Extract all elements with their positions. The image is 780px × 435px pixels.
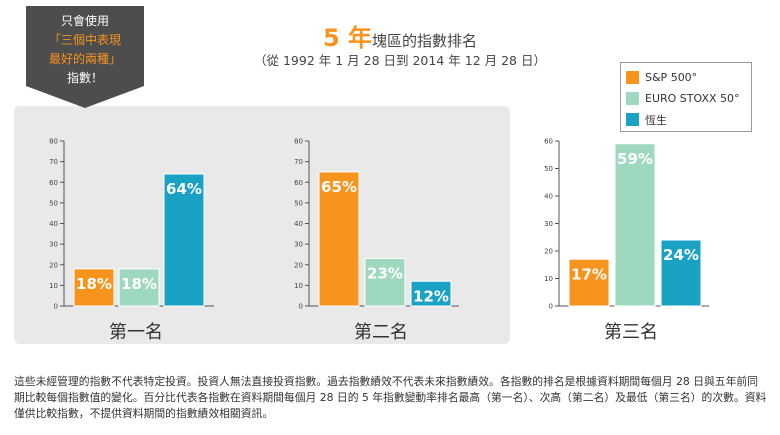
legend-swatch-hangseng [626,113,639,126]
y-tick-label: 80 [49,138,58,146]
title-text: 塊區的指數排名 [372,32,478,50]
y-tick-label: 20 [544,248,553,256]
title-number: 5 年 [322,24,373,52]
callout-line-4: 指數！ [66,71,103,85]
rank-title: 第一名 [109,322,163,343]
y-tick-label: 40 [294,220,303,228]
y-tick-label: 60 [294,179,303,187]
legend-item-hangseng: 恆生 [626,109,746,130]
y-tick-label: 0 [54,303,58,311]
rank-title: 第二名 [354,322,408,343]
bar-sp500 [73,268,115,307]
y-tick-label: 10 [544,275,553,283]
bar-hangseng [410,280,452,307]
y-tick-label: 60 [49,179,58,187]
y-tick-label: 30 [544,220,553,228]
bar-eurostoxx [118,268,160,307]
legend-swatch-eurostoxx [626,92,639,105]
y-tick-label: 40 [544,193,553,201]
y-tick-label: 40 [49,220,58,228]
bar-eurostoxx [364,258,406,307]
bar-eurostoxx [614,143,656,307]
y-tick-label: 50 [294,199,303,207]
callout-box: 只會使用 「三個中表現 最好的兩種」 指數！ [26,6,144,86]
legend-label-eurostoxx: EURO STOXX 50° [645,92,740,105]
legend-swatch-sp500 [626,71,639,84]
y-tick-label: 60 [544,138,553,146]
chart-title: 5 年塊區的指數排名 [210,18,590,53]
bar-hangseng [163,173,205,307]
y-tick-label: 50 [49,199,58,207]
y-tick-label: 20 [49,261,58,269]
data-label-hangseng: 24% [663,246,699,264]
data-label-sp500: 17% [571,265,607,283]
legend-label-hangseng: 恆生 [645,113,667,127]
y-tick-label: 80 [294,138,303,146]
data-label-sp500: 18% [76,275,112,293]
data-label-hangseng: 64% [166,180,202,198]
y-tick-label: 10 [294,282,303,290]
callout-arrow-icon [26,86,144,108]
y-tick-label: 0 [299,303,303,311]
data-label-eurostoxx: 23% [367,265,403,283]
callout-line-3: 最好的兩種」 [48,52,121,66]
chart-rank-3: 0 10 20 30 40 50 60 17% 59% 24% 第三名 [544,138,709,343]
y-tick-label: 70 [49,158,58,166]
y-tick-label: 0 [549,303,553,311]
y-tick-label: 30 [294,241,303,249]
y-tick-label: 30 [49,241,58,249]
chart-rank-1: 0 10 20 30 40 50 60 70 80 18% 18% 64% 第一名 [49,138,214,343]
chart-subtitle: （從 1992 年 1 月 28 日到 2014 年 12 月 28 日） [254,53,546,68]
data-label-eurostoxx: 18% [121,275,157,293]
data-label-hangseng: 12% [413,287,449,305]
rank-title: 第三名 [604,322,658,343]
y-tick-label: 70 [294,158,303,166]
y-tick-label: 50 [544,165,553,173]
callout-line-1: 只會使用 [60,14,109,28]
data-label-sp500: 65% [321,178,357,196]
bar-hangseng [660,239,702,307]
chart-rank-2: 0 10 20 30 40 50 60 70 80 65% 23% 12% 第二名 [294,138,459,343]
legend-item-eurostoxx: EURO STOXX 50° [626,88,746,109]
data-label-eurostoxx: 59% [617,150,653,168]
legend-label-sp500: S&P 500° [645,71,698,84]
footnote: 這些未經管理的指數不代表特定投資。投資人無法直接投資指數。過去指數績效不代表未來… [14,375,767,420]
legend: S&P 500° EURO STOXX 50° 恆生 [620,62,752,132]
y-tick-label: 10 [49,282,58,290]
legend-item-sp500: S&P 500° [626,67,746,88]
callout-line-2: 「三個中表現 [48,33,121,47]
bar-sp500 [568,258,610,307]
bar-sp500 [318,171,360,307]
y-tick-label: 20 [294,261,303,269]
